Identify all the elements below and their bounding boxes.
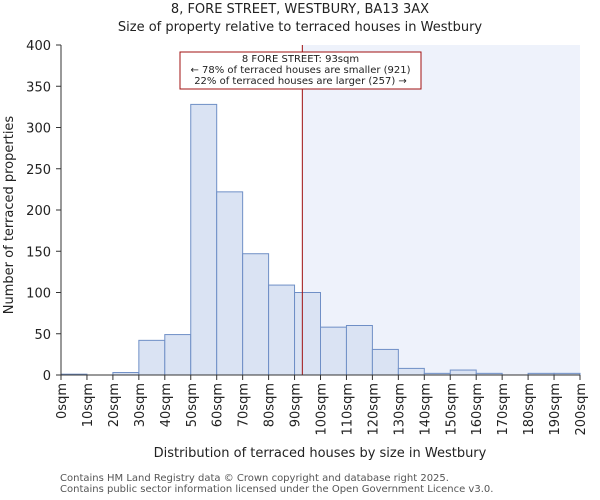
y-tick-label: 100 [26,287,51,302]
bar [449,369,477,376]
x-tick-label: 140sqm [418,383,433,436]
y-tick-label: 400 [26,39,51,54]
x-tick-label: 180sqm [522,383,537,436]
x-tick-label: 40sqm [159,383,174,427]
x-tick-label: 120sqm [366,383,381,436]
x-tick-label: 190sqm [548,383,563,436]
y-tick-label: 50 [34,328,51,343]
y-tick-label: 250 [26,163,51,178]
bar [397,367,425,376]
larger-region-shade [302,45,580,375]
x-tick-label: 110sqm [340,383,355,436]
annotation-box [179,51,422,90]
x-tick-label: 160sqm [470,383,485,436]
annotation-line-2: ← 78% of terraced houses are smaller (92… [190,65,410,76]
x-tick-label: 100sqm [315,383,330,436]
bar [371,348,399,376]
bar [190,103,218,376]
y-tick-label: 300 [26,122,51,137]
x-tick-label: 30sqm [133,383,148,427]
y-axis-label: Number of terraced properties [2,116,17,315]
x-tick-label: 80sqm [263,383,278,427]
annotation-line-1: 8 FORE STREET: 93sqm [242,54,359,65]
x-tick-label: 170sqm [496,383,511,436]
x-tick-label: 50sqm [185,383,200,427]
footer-licence: Contains public sector information licen… [60,484,494,495]
y-tick-label: 200 [26,204,51,219]
y-tick-label: 350 [26,80,51,95]
bar [294,292,321,376]
annotation-line-3: 22% of terraced houses are larger (257) … [194,76,407,87]
bar [216,191,244,376]
footer-copyright: Contains HM Land Registry data © Crown c… [60,473,449,484]
x-tick-label: 10sqm [81,383,96,427]
x-tick-label: 90sqm [289,383,304,427]
bar [345,325,373,376]
y-tick-label: 0 [43,369,51,384]
y-tick-label: 150 [26,245,51,260]
x-tick-label: 150sqm [444,383,459,436]
x-axis-label: Distribution of terraced houses by size … [154,446,487,461]
x-tick-label: 60sqm [211,383,226,427]
bar [164,334,192,376]
x-tick-label: 70sqm [237,383,252,427]
bar [138,339,166,376]
bar [268,284,296,376]
x-tick-label: 20sqm [107,383,122,427]
chart-title-address: 8, FORE STREET, WESTBURY, BA13 3AX [170,2,430,17]
x-tick-label: 130sqm [392,383,407,436]
chart-title: Size of property relative to terraced ho… [117,20,483,35]
bar [242,253,270,376]
x-tick-label: 200sqm [574,383,589,436]
bar [320,326,347,376]
x-tick-label: 0sqm [55,383,70,419]
